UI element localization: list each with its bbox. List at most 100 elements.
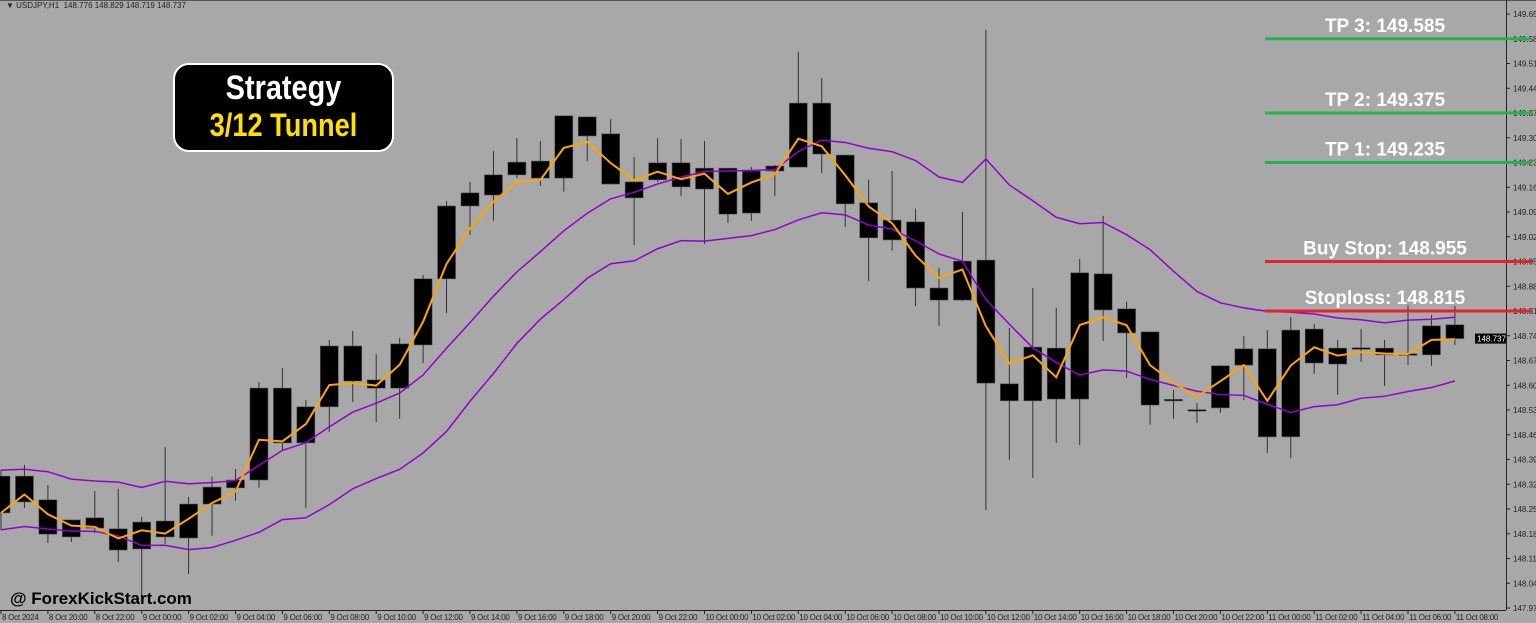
time-tick-label: 11 Oct 02:00 — [1315, 613, 1358, 622]
badge-title: Strategy — [225, 69, 342, 107]
candle — [1351, 329, 1371, 362]
candle-body — [179, 503, 198, 539]
candle — [577, 116, 597, 162]
time-tick-label: 10 Oct 00:00 — [706, 613, 750, 622]
time-tick-label: 10 Oct 02:00 — [752, 613, 796, 622]
candle-body — [765, 165, 785, 172]
price-tick-label: 148.745 — [1513, 332, 1536, 341]
candle-body — [1304, 328, 1324, 364]
candle-body — [319, 345, 339, 408]
candle — [15, 464, 34, 508]
candle — [695, 140, 714, 244]
candle — [1093, 215, 1113, 342]
candle — [507, 138, 527, 179]
candle-body — [1234, 348, 1254, 366]
price-tick-label: 149.655 — [1513, 10, 1536, 19]
current-price-label: 148.737 — [1477, 335, 1506, 344]
dropdown-triangle-icon[interactable]: ▼ — [6, 1, 14, 10]
time-tick-label: 10 Oct 06:00 — [846, 613, 890, 622]
symbol-label: USDJPY,H1 — [16, 1, 60, 10]
price-tick-label: 148.395 — [1513, 456, 1536, 465]
level-label: Buy Stop: 148.955 — [1303, 239, 1467, 260]
candle — [1445, 306, 1465, 345]
price-tick-label: 149.445 — [1513, 84, 1536, 93]
time-tick-label: 9 Oct 02:00 — [190, 613, 229, 622]
time-tick-label: 11 Oct 06:00 — [1409, 613, 1452, 622]
candle — [1281, 317, 1301, 459]
candle-body — [742, 170, 761, 214]
time-tick-label: 9 Oct 04:00 — [237, 613, 276, 622]
time-tick-label: 9 Oct 20:00 — [612, 613, 651, 622]
candle-body — [1000, 383, 1019, 402]
candle-body — [1164, 399, 1183, 402]
time-tick-label: 10 Oct 18:00 — [1128, 613, 1172, 622]
time-tick-label: 11 Oct 00:00 — [1268, 613, 1311, 622]
candle-body — [1281, 329, 1301, 438]
candle-body — [976, 259, 996, 384]
time-tick-label: 10 Oct 08:00 — [893, 613, 937, 622]
candle — [1164, 389, 1183, 419]
candle-body — [1258, 348, 1277, 438]
time-tick-label: 8 Oct 2024 — [2, 613, 39, 622]
ohlc-readout: 148.776 148.829 148.719 148.737 — [63, 1, 186, 10]
time-tick-label: 9 Oct 08:00 — [330, 613, 369, 622]
candle-body — [507, 161, 527, 176]
candle-body — [882, 219, 902, 241]
candle — [460, 181, 480, 235]
price-tick-label: 148.675 — [1513, 357, 1536, 366]
time-tick-label: 9 Oct 12:00 — [424, 613, 463, 622]
candle-body — [1445, 324, 1465, 339]
price-tick-label: 149.095 — [1513, 208, 1536, 217]
candle-body — [460, 192, 480, 207]
candle — [343, 330, 363, 402]
price-tick-label: 149.165 — [1513, 183, 1536, 192]
time-tick-label: 10 Oct 12:00 — [987, 613, 1031, 622]
candle — [859, 179, 878, 281]
candle-body — [1211, 365, 1230, 409]
candle — [788, 51, 808, 168]
level-label: TP 1: 149.235 — [1325, 140, 1446, 161]
level-label: TP 3: 149.585 — [1325, 16, 1446, 37]
candle-body — [437, 205, 456, 280]
price-tick-label: 149.305 — [1513, 134, 1536, 143]
candle — [1234, 336, 1254, 401]
time-tick-label: 9 Oct 00:00 — [143, 613, 182, 622]
candle — [601, 119, 621, 185]
candle — [484, 150, 503, 221]
candle — [882, 170, 902, 251]
time-tick-label: 9 Oct 16:00 — [518, 613, 557, 622]
price-tick-label: 147.975 — [1513, 604, 1536, 613]
candle-body — [1046, 347, 1066, 400]
price-tick-label: 148.325 — [1513, 480, 1536, 489]
candle-body — [484, 174, 503, 196]
price-tick-label: 148.045 — [1513, 579, 1536, 588]
candle-body — [835, 154, 855, 205]
price-tick-label: 148.185 — [1513, 530, 1536, 539]
watermark: @ ForexKickStart.com — [10, 589, 192, 608]
candle-body — [718, 167, 738, 215]
candle-body — [202, 486, 222, 505]
candle — [1000, 327, 1019, 460]
candle-body — [85, 517, 105, 529]
time-tick-label: 9 Oct 06:00 — [283, 613, 322, 622]
price-tick-label: 148.465 — [1513, 431, 1536, 440]
level-label: TP 2: 149.375 — [1325, 90, 1446, 111]
price-tick-label: 149.515 — [1513, 60, 1536, 69]
candles — [0, 29, 1465, 598]
candle-body — [1093, 273, 1113, 311]
candle-body — [531, 160, 550, 179]
candle-body — [273, 387, 292, 444]
time-tick-label: 10 Oct 04:00 — [799, 613, 843, 622]
time-tick-label: 10 Oct 20:00 — [1175, 613, 1219, 622]
candle-body — [1187, 409, 1207, 412]
price-tick-label: 148.535 — [1513, 406, 1536, 415]
candle-body — [695, 167, 714, 190]
candle — [437, 201, 456, 314]
fast-ma-line — [0, 137, 1455, 540]
candle — [1140, 331, 1160, 425]
candle-body — [132, 521, 151, 550]
time-tick-label: 9 Oct 18:00 — [565, 613, 604, 622]
candle-body — [929, 287, 949, 301]
time-tick-label: 11 Oct 08:00 — [1456, 613, 1499, 622]
